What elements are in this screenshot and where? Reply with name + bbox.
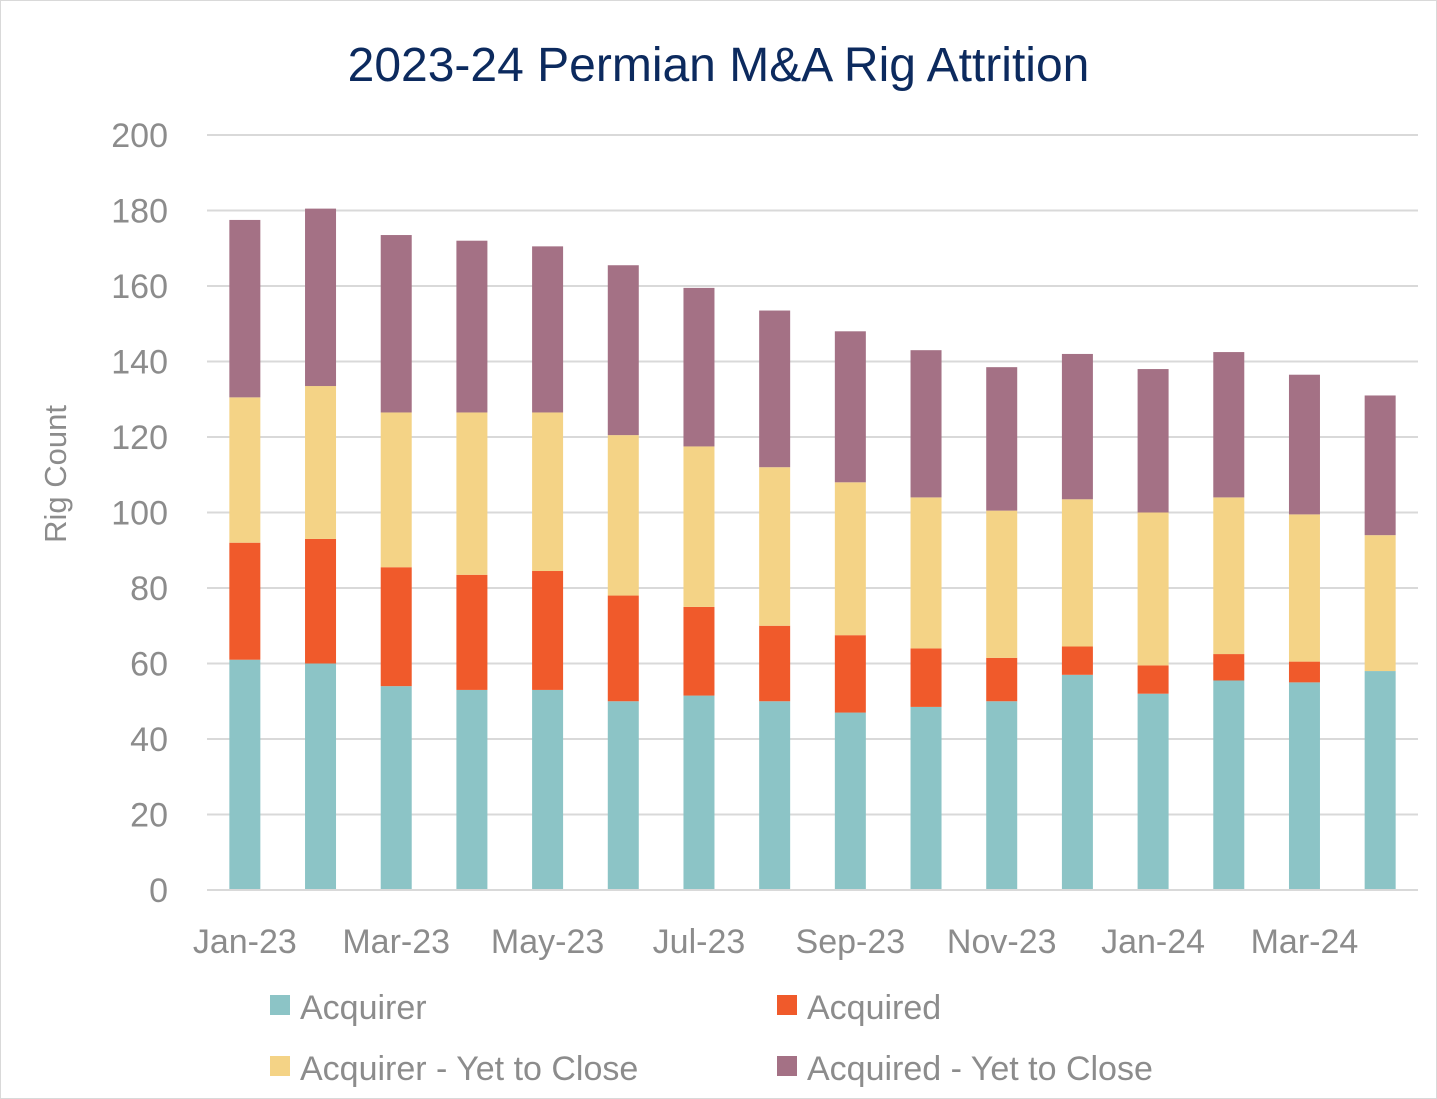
chart-title: 2023-24 Permian M&A Rig Attrition [347,39,1090,92]
bar-segment-acquirer-apr-23 [456,689,488,890]
bar-segment-acquirer-jul-23 [683,695,715,890]
bar-segment-acquired-yet-to-close-feb-24 [1213,352,1245,498]
x-tick-label: Sep-23 [796,923,906,961]
bar-segment-acquired-yet-to-close-nov-23 [986,367,1018,511]
bar-segment-acquired-yet-to-close-jul-23 [683,287,715,447]
x-tick-label: Mar-23 [342,923,450,961]
x-tick-label: Jan-24 [1101,923,1205,961]
bar-segment-acquired-yet-to-close-jan-24 [1137,369,1169,513]
bar-segment-acquirer-yet-to-close-mar-23 [380,412,412,568]
y-tick-label: 120 [111,419,168,457]
bar-segment-acquirer-yet-to-close-may-23 [532,412,564,572]
y-tick-label: 60 [130,646,168,684]
bar-segment-acquirer-yet-to-close-nov-23 [986,510,1018,658]
legend-swatch [777,1056,797,1076]
bar-segment-acquired-oct-23 [910,648,942,707]
bar-segment-acquirer-nov-23 [986,701,1018,890]
x-tick-label: Mar-24 [1251,923,1359,961]
bar-segment-acquirer-yet-to-close-feb-23 [305,386,337,539]
x-tick-label: Jul-23 [653,923,746,961]
bar-segment-acquired-jul-23 [683,606,715,696]
bar-segment-acquirer-oct-23 [910,706,942,890]
y-tick-label: 200 [111,117,168,155]
bar-segment-acquired-feb-24 [1213,654,1245,681]
bar-segment-acquirer-yet-to-close-mar-24 [1288,514,1320,662]
bar-segment-acquired-yet-to-close-mar-24 [1288,374,1320,515]
bars [229,208,1396,890]
bar-segment-acquirer-yet-to-close-apr-24 [1364,535,1396,672]
bar-segment-acquirer-yet-to-close-sep-23 [834,482,866,636]
y-axis-ticks: 0 20 40 60 80 100 120 140 160 180 200 [111,117,168,910]
bar-segment-acquired-yet-to-close-jan-23 [229,219,261,398]
bar-segment-acquirer-feb-24 [1213,680,1245,890]
bar-segment-acquired-apr-23 [456,574,488,690]
bar-segment-acquirer-yet-to-close-jul-23 [683,446,715,607]
bar-segment-acquirer-yet-to-close-dec-23 [1061,499,1093,647]
bar-segment-acquired-yet-to-close-mar-23 [380,235,412,413]
bar-segment-acquired-mar-23 [380,567,412,687]
bar-segment-acquired-nov-23 [986,657,1018,702]
bar-segment-acquirer-yet-to-close-oct-23 [910,497,942,649]
bar-segment-acquirer-jan-24 [1137,693,1169,890]
bar-segment-acquirer-mar-24 [1288,682,1320,890]
bar-segment-acquired-yet-to-close-may-23 [532,246,564,413]
legend-label: Acquirer [300,989,427,1027]
bar-segment-acquirer-yet-to-close-apr-23 [456,412,488,575]
bar-segment-acquired-yet-to-close-sep-23 [834,331,866,483]
y-tick-label: 0 [149,872,168,910]
legend-swatch [270,995,290,1015]
legend: Acquirer Acquired Acquirer - Yet to Close A… [270,989,1153,1088]
y-tick-label: 180 [111,193,168,231]
bar-segment-acquired-yet-to-close-jun-23 [607,265,639,436]
bar-segment-acquirer-mar-23 [380,686,412,890]
x-axis-ticks: Jan-23 Mar-23 May-23 Jul-23 Sep-23 Nov-23 Jan-… [193,923,1358,961]
legend-swatch [270,1056,290,1076]
legend-label: Acquirer - Yet to Close [300,1050,638,1088]
bar-segment-acquired-jan-24 [1137,665,1169,694]
bar-segment-acquired-yet-to-close-apr-23 [456,240,488,413]
bar-segment-acquirer-sep-23 [834,712,866,890]
bar-segment-acquired-dec-23 [1061,646,1093,675]
legend-swatch [777,995,797,1015]
y-tick-label: 160 [111,268,168,306]
bar-segment-acquirer-yet-to-close-jan-23 [229,397,261,543]
bar-segment-acquirer-apr-24 [1364,671,1396,890]
bar-segment-acquirer-yet-to-close-feb-24 [1213,497,1245,655]
bar-segment-acquired-yet-to-close-aug-23 [759,310,791,468]
bar-segment-acquired-feb-23 [305,538,337,664]
y-axis-label: Rig Count [38,405,73,543]
bar-segment-acquired-yet-to-close-oct-23 [910,350,942,498]
bar-segment-acquirer-yet-to-close-jun-23 [607,435,639,596]
bar-segment-acquirer-yet-to-close-jan-24 [1137,512,1169,666]
legend-label: Acquired [807,989,941,1027]
bar-segment-acquired-aug-23 [759,625,791,702]
bar-segment-acquired-mar-24 [1288,661,1320,683]
x-tick-label: May-23 [491,923,604,961]
y-tick-label: 140 [111,344,168,382]
y-tick-label: 20 [130,797,168,835]
y-tick-label: 100 [111,495,168,533]
bar-segment-acquired-jun-23 [607,595,639,702]
bar-segment-acquirer-yet-to-close-aug-23 [759,467,791,626]
legend-label: Acquired - Yet to Close [807,1050,1153,1088]
bar-segment-acquired-yet-to-close-dec-23 [1061,353,1093,500]
bar-segment-acquirer-may-23 [532,689,564,890]
bar-segment-acquired-jan-23 [229,542,261,660]
bar-segment-acquired-may-23 [532,571,564,690]
bar-segment-acquirer-feb-23 [305,663,337,890]
bar-segment-acquired-yet-to-close-apr-24 [1364,395,1396,536]
bar-segment-acquirer-aug-23 [759,701,791,890]
bar-segment-acquirer-jan-23 [229,659,261,890]
bar-segment-acquired-sep-23 [834,635,866,713]
y-tick-label: 80 [130,570,168,608]
bar-segment-acquirer-jun-23 [607,701,639,890]
y-tick-label: 40 [130,721,168,759]
bar-segment-acquirer-dec-23 [1061,674,1093,890]
bar-segment-acquired-yet-to-close-feb-23 [305,208,337,387]
x-tick-label: Nov-23 [947,923,1057,961]
x-tick-label: Jan-23 [193,923,297,961]
